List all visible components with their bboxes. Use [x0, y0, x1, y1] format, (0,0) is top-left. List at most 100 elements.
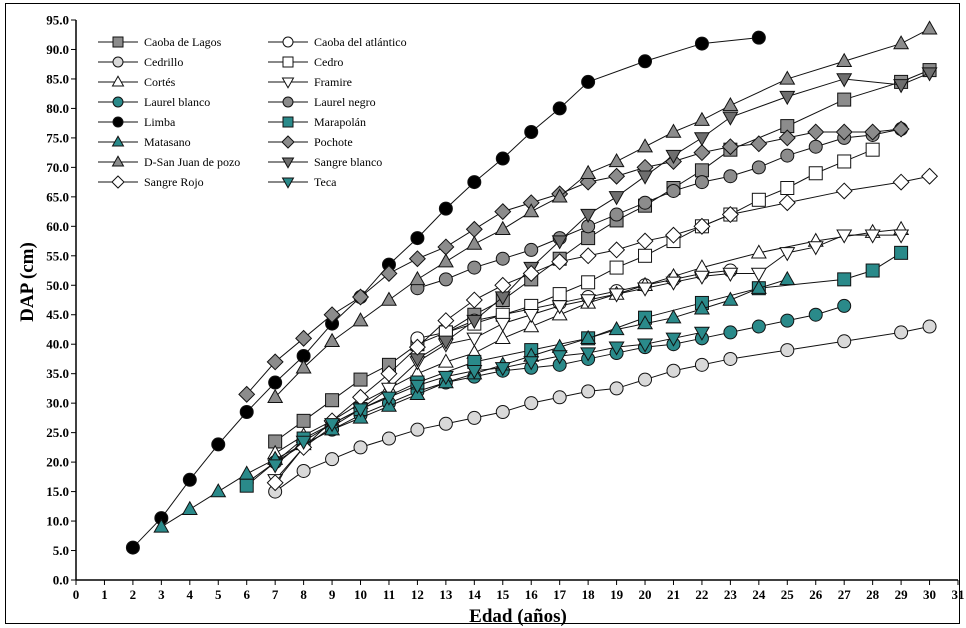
data-point [551, 253, 569, 271]
y-tick-label: 20.0 [46, 455, 69, 470]
data-point [437, 312, 455, 330]
data-point [751, 160, 766, 175]
x-tick-label: 1 [101, 587, 108, 602]
data-point [494, 276, 512, 294]
legend-label: Teca [314, 175, 337, 189]
data-point [323, 306, 341, 324]
data-point [609, 207, 624, 222]
data-point [664, 226, 682, 244]
legend-label: Cedrillo [144, 55, 183, 69]
y-tick-label: 95.0 [46, 13, 69, 28]
legend-marker [112, 116, 124, 128]
data-point [409, 270, 426, 286]
data-point [552, 101, 567, 116]
data-point [153, 518, 170, 533]
x-tick-label: 29 [895, 587, 909, 602]
data-point [353, 440, 368, 455]
data-point [380, 365, 398, 383]
x-tick-label: 26 [809, 587, 823, 602]
data-point [494, 362, 511, 377]
data-point [580, 347, 597, 362]
legend-marker [282, 96, 294, 108]
legend-item: Limba [98, 115, 176, 129]
data-point [465, 220, 483, 238]
data-point [693, 144, 711, 162]
data-point [552, 287, 567, 302]
data-point [638, 54, 653, 69]
legend-marker [281, 77, 295, 89]
legend-item: Sangre Rojo [98, 175, 204, 189]
data-point [466, 235, 483, 250]
data-point [778, 129, 796, 147]
data-point [295, 329, 313, 347]
data-point [266, 353, 284, 371]
data-point [296, 463, 311, 478]
series-sangre-blanco [409, 67, 938, 368]
data-point [524, 396, 539, 411]
data-point [837, 272, 852, 287]
data-point [665, 123, 682, 138]
x-tick-label: 27 [838, 587, 852, 602]
data-point [380, 291, 397, 306]
y-tick-label: 10.0 [46, 514, 69, 529]
y-tick-label: 85.0 [46, 71, 69, 86]
legend-label: Sangre Rojo [144, 175, 204, 189]
legend-label: Laurel blanco [144, 95, 210, 109]
series-line [274, 326, 930, 492]
x-tick-label: 7 [272, 587, 279, 602]
data-point [751, 319, 766, 334]
axes: 0 1 2 3 4 5 6 7 8 9 10 11 12 13 14 15 16 17 18 19 20 21 22 23 24… [46, 13, 964, 603]
data-point [780, 313, 795, 328]
data-point [523, 309, 540, 324]
data-point [238, 385, 256, 403]
data-point [581, 384, 596, 399]
data-point [467, 410, 482, 425]
data-point [580, 164, 597, 179]
x-tick-label: 22 [695, 587, 708, 602]
series-line [417, 128, 902, 289]
data-point [466, 365, 483, 380]
data-point [580, 208, 597, 224]
legend: Caoba de Lagos Caoba del atlántico Cedrill… [98, 35, 407, 189]
data-point [552, 390, 567, 405]
data-point [638, 372, 653, 387]
x-tick-label: 25 [781, 587, 795, 602]
data-point [665, 309, 682, 324]
legend-label: Framire [314, 75, 352, 89]
data-point [750, 279, 767, 294]
x-axis-title: Edad (años) [469, 606, 567, 627]
y-tick-label: 15.0 [46, 484, 69, 499]
y-tick-label: 45.0 [46, 307, 69, 322]
y-tick-label: 30.0 [46, 396, 69, 411]
data-point [410, 422, 425, 437]
legend-marker [112, 96, 124, 108]
x-tick-label: 8 [300, 587, 307, 602]
legend-item: Matasano [98, 135, 191, 149]
legend-label: Marapolán [314, 115, 366, 129]
data-point [408, 338, 426, 356]
data-point [438, 416, 453, 431]
x-tick-label: 15 [496, 587, 510, 602]
data-point [467, 175, 482, 190]
legend-marker [282, 56, 294, 68]
data-point [750, 244, 767, 259]
y-tick-label: 25.0 [46, 425, 69, 440]
y-tick-label: 0.0 [53, 573, 69, 588]
series-line [274, 28, 930, 398]
data-point [380, 264, 398, 282]
data-point [750, 267, 767, 282]
x-tick-label: 23 [724, 587, 738, 602]
legend-item: Cedrillo [98, 55, 183, 69]
data-point [410, 231, 425, 246]
data-point [325, 393, 340, 408]
x-tick-label: 12 [411, 587, 424, 602]
data-point [723, 351, 738, 366]
data-point [637, 170, 654, 185]
data-point [837, 334, 852, 349]
legend-item: Marapolán [268, 115, 366, 129]
x-tick-label: 0 [73, 587, 80, 602]
x-tick-label: 28 [866, 587, 880, 602]
data-point [693, 111, 710, 126]
data-point [581, 74, 596, 89]
